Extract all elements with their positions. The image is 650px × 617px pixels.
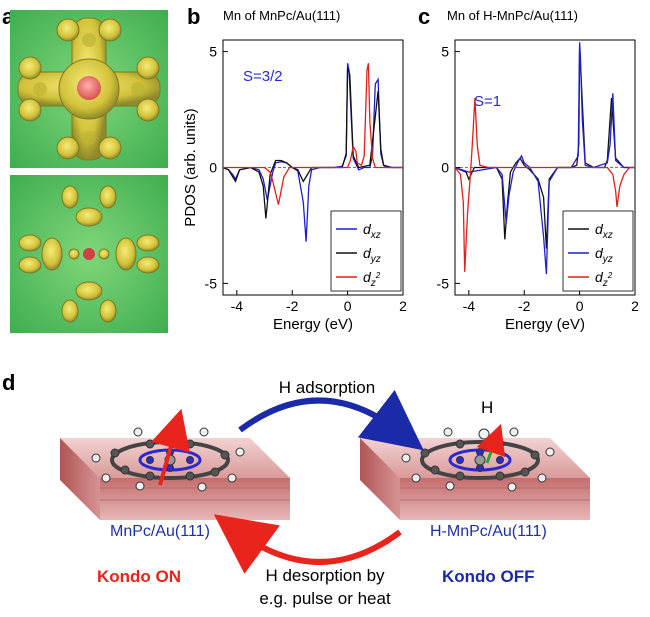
legend-label: dz2 bbox=[363, 269, 381, 289]
y-tick-label: 5 bbox=[441, 44, 449, 60]
series-line-2 bbox=[454, 97, 635, 272]
reaction-scheme bbox=[60, 389, 590, 574]
molecule-topography-top bbox=[10, 10, 168, 168]
plot-b-spin-label: S=3/2 bbox=[243, 68, 283, 85]
series-line-1 bbox=[454, 42, 635, 275]
panel-letter-c: c bbox=[418, 4, 431, 29]
y-tick-label: -5 bbox=[437, 275, 450, 291]
y-tick-label: 0 bbox=[441, 160, 449, 176]
legend-label: dyz bbox=[595, 245, 613, 265]
y-tick-label: -5 bbox=[205, 275, 218, 291]
plot-c-spin-label: S=1 bbox=[474, 93, 502, 110]
x-tick-label: 2 bbox=[631, 298, 639, 314]
kondo-on-label: Kondo ON bbox=[97, 567, 182, 586]
x-tick-label: -2 bbox=[518, 298, 531, 314]
series-line-0 bbox=[222, 63, 403, 242]
legend-label: dz2 bbox=[595, 269, 613, 289]
molecule-topography-bottom bbox=[10, 175, 168, 333]
panel-letter-b: b bbox=[187, 4, 201, 29]
x-tick-label: -4 bbox=[463, 298, 476, 314]
pdos-chart-c: -4 -2 0 2 5 0 -5 Energy (eV) dxz dyz dz2 bbox=[437, 39, 639, 333]
adsorption-arrow-icon bbox=[238, 389, 424, 451]
desorption-label-line1: H desorption by bbox=[265, 566, 385, 585]
desorption-arrow-icon bbox=[213, 514, 402, 574]
pdos-chart-b: -4 -2 0 2 5 0 -5 Energy (eV) PDOS (arb. units) dx… bbox=[182, 39, 407, 333]
right-substrate-label: H-MnPc/Au(111) bbox=[430, 523, 547, 540]
y-tick-label: 5 bbox=[209, 44, 217, 60]
legend-label: dyz bbox=[363, 245, 381, 265]
y-tick-label: 0 bbox=[209, 160, 217, 176]
plot-b-title: Mn of MnPc/Au(111) bbox=[223, 8, 341, 23]
spin-arrow-icon bbox=[151, 408, 190, 486]
left-substrate-label: MnPc/Au(111) bbox=[110, 523, 210, 540]
stm-image-bottom bbox=[10, 175, 168, 333]
x-tick-label: 0 bbox=[576, 298, 584, 314]
x-tick-label: 2 bbox=[399, 298, 407, 314]
legend-label: dxz bbox=[595, 221, 613, 241]
series-line-1 bbox=[222, 67, 403, 219]
y-axis-label: PDOS (arb. units) bbox=[182, 108, 199, 226]
legend-label: dxz bbox=[363, 221, 381, 241]
x-tick-label: 0 bbox=[344, 298, 352, 314]
stm-image-top bbox=[10, 10, 168, 168]
kondo-off-label: Kondo OFF bbox=[442, 567, 535, 586]
adsorption-label: H adsorption bbox=[278, 378, 376, 397]
series-line-2 bbox=[223, 63, 403, 205]
x-tick-label: -2 bbox=[286, 298, 299, 314]
x-tick-label: -4 bbox=[231, 298, 244, 314]
desorption-label-line2: e.g. pulse or heat bbox=[259, 589, 391, 608]
panel-letter-d: d bbox=[2, 370, 16, 395]
x-axis-label: Energy (eV) bbox=[273, 316, 353, 333]
hydrogen-label: H bbox=[481, 398, 494, 417]
reduced-spin-arrow-icon bbox=[476, 423, 506, 464]
x-axis-label: Energy (eV) bbox=[505, 316, 585, 333]
plot-c-title: Mn of H-MnPc/Au(111) bbox=[447, 8, 579, 23]
